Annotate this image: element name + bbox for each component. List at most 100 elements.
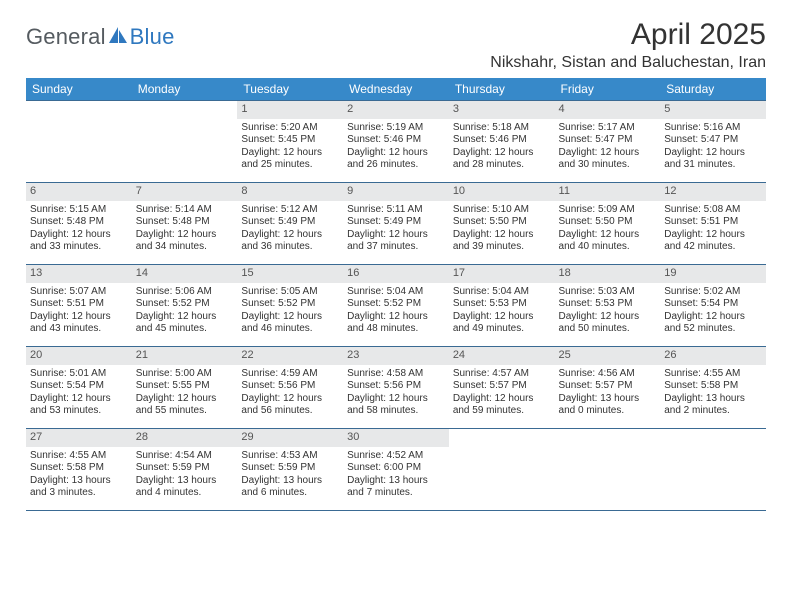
day-header: Thursday bbox=[449, 78, 555, 101]
calendar-cell-empty bbox=[660, 429, 766, 511]
day-number: 30 bbox=[343, 429, 449, 447]
calendar-cell: 11 Sunrise: 5:09 AMSunset: 5:50 PMDayligh… bbox=[555, 183, 661, 265]
calendar-row: 27 Sunrise: 4:55 AMSunset: 5:58 PMDayligh… bbox=[26, 429, 766, 511]
month-title: April 2025 bbox=[490, 18, 766, 52]
day-detail: Sunrise: 5:01 AMSunset: 5:54 PMDaylight:… bbox=[30, 368, 128, 418]
location-text: Nikshahr, Sistan and Baluchestan, Iran bbox=[490, 54, 766, 72]
day-detail: Sunrise: 5:03 AMSunset: 5:53 PMDaylight:… bbox=[559, 286, 657, 336]
calendar-cell: 4 Sunrise: 5:17 AMSunset: 5:47 PMDaylight… bbox=[555, 101, 661, 183]
calendar-cell-empty bbox=[555, 429, 661, 511]
day-number: 1 bbox=[237, 101, 343, 119]
day-number: 19 bbox=[660, 265, 766, 283]
day-detail: Sunrise: 4:54 AMSunset: 5:59 PMDaylight:… bbox=[136, 450, 234, 500]
calendar-cell: 9 Sunrise: 5:11 AMSunset: 5:49 PMDaylight… bbox=[343, 183, 449, 265]
day-header: Monday bbox=[132, 78, 238, 101]
day-number: 5 bbox=[660, 101, 766, 119]
calendar-row: 13Sunrise: 5:07 AMSunset: 5:51 PMDayligh… bbox=[26, 265, 766, 347]
day-detail: Sunrise: 4:58 AMSunset: 5:56 PMDaylight:… bbox=[347, 368, 445, 418]
day-detail: Sunrise: 5:04 AMSunset: 5:53 PMDaylight:… bbox=[453, 286, 551, 336]
calendar-row: 6Sunrise: 5:15 AMSunset: 5:48 PMDaylight… bbox=[26, 183, 766, 265]
calendar-cell: 6Sunrise: 5:15 AMSunset: 5:48 PMDaylight… bbox=[26, 183, 132, 265]
calendar-cell-empty bbox=[449, 429, 555, 511]
calendar-cell: 27 Sunrise: 4:55 AMSunset: 5:58 PMDayligh… bbox=[26, 429, 132, 511]
day-detail: Sunrise: 5:10 AMSunset: 5:50 PMDaylight:… bbox=[453, 204, 551, 254]
day-detail: Sunrise: 5:17 AMSunset: 5:47 PMDaylight:… bbox=[559, 122, 657, 172]
calendar-cell: 16 Sunrise: 5:04 AMSunset: 5:52 PMDayligh… bbox=[343, 265, 449, 347]
day-detail: Sunrise: 4:57 AMSunset: 5:57 PMDaylight:… bbox=[453, 368, 551, 418]
calendar-row: 1 Sunrise: 5:20 AMSunset: 5:45 PMDaylight… bbox=[26, 101, 766, 183]
day-detail: Sunrise: 5:18 AMSunset: 5:46 PMDaylight:… bbox=[453, 122, 551, 172]
day-detail: Sunrise: 5:20 AMSunset: 5:45 PMDaylight:… bbox=[241, 122, 339, 172]
day-number: 6 bbox=[26, 183, 132, 201]
calendar-cell: 19 Sunrise: 5:02 AMSunset: 5:54 PMDayligh… bbox=[660, 265, 766, 347]
calendar-cell: 13Sunrise: 5:07 AMSunset: 5:51 PMDayligh… bbox=[26, 265, 132, 347]
calendar-cell: 20Sunrise: 5:01 AMSunset: 5:54 PMDayligh… bbox=[26, 347, 132, 429]
title-block: April 2025 Nikshahr, Sistan and Baluches… bbox=[490, 18, 766, 72]
calendar-cell: 3 Sunrise: 5:18 AMSunset: 5:46 PMDaylight… bbox=[449, 101, 555, 183]
logo-text-blue: Blue bbox=[130, 24, 175, 50]
day-detail: Sunrise: 5:02 AMSunset: 5:54 PMDaylight:… bbox=[664, 286, 762, 336]
day-number: 15 bbox=[237, 265, 343, 283]
calendar-row: 20Sunrise: 5:01 AMSunset: 5:54 PMDayligh… bbox=[26, 347, 766, 429]
day-detail: Sunrise: 5:09 AMSunset: 5:50 PMDaylight:… bbox=[559, 204, 657, 254]
calendar-cell: 18Sunrise: 5:03 AMSunset: 5:53 PMDayligh… bbox=[555, 265, 661, 347]
day-number: 4 bbox=[555, 101, 661, 119]
day-number: 25 bbox=[555, 347, 661, 365]
day-detail: Sunrise: 5:11 AMSunset: 5:49 PMDaylight:… bbox=[347, 204, 445, 254]
day-number: 12 bbox=[660, 183, 766, 201]
day-number: 17 bbox=[449, 265, 555, 283]
day-number: 29 bbox=[237, 429, 343, 447]
calendar-cell: 26Sunrise: 4:55 AMSunset: 5:58 PMDayligh… bbox=[660, 347, 766, 429]
calendar-cell: 7Sunrise: 5:14 AMSunset: 5:48 PMDaylight… bbox=[132, 183, 238, 265]
day-header: Friday bbox=[555, 78, 661, 101]
calendar-cell: 21 Sunrise: 5:00 AMSunset: 5:55 PMDayligh… bbox=[132, 347, 238, 429]
day-number: 21 bbox=[132, 347, 238, 365]
day-number: 8 bbox=[237, 183, 343, 201]
calendar-cell: 25 Sunrise: 4:56 AMSunset: 5:57 PMDayligh… bbox=[555, 347, 661, 429]
calendar-cell: 24 Sunrise: 4:57 AMSunset: 5:57 PMDayligh… bbox=[449, 347, 555, 429]
sail-icon bbox=[107, 25, 129, 50]
day-number: 28 bbox=[132, 429, 238, 447]
calendar-cell: 23 Sunrise: 4:58 AMSunset: 5:56 PMDayligh… bbox=[343, 347, 449, 429]
calendar-cell: 17 Sunrise: 5:04 AMSunset: 5:53 PMDayligh… bbox=[449, 265, 555, 347]
logo: General Blue bbox=[26, 24, 175, 50]
day-number: 23 bbox=[343, 347, 449, 365]
day-detail: Sunrise: 5:04 AMSunset: 5:52 PMDaylight:… bbox=[347, 286, 445, 336]
day-detail: Sunrise: 4:52 AMSunset: 6:00 PMDaylight:… bbox=[347, 450, 445, 500]
day-detail: Sunrise: 4:53 AMSunset: 5:59 PMDaylight:… bbox=[241, 450, 339, 500]
day-header: Wednesday bbox=[343, 78, 449, 101]
day-detail: Sunrise: 5:08 AMSunset: 5:51 PMDaylight:… bbox=[664, 204, 762, 254]
day-number: 11 bbox=[555, 183, 661, 201]
day-header: Saturday bbox=[660, 78, 766, 101]
day-detail: Sunrise: 5:07 AMSunset: 5:51 PMDaylight:… bbox=[30, 286, 128, 336]
logo-text-general: General bbox=[26, 24, 106, 50]
header: General Blue April 2025 Nikshahr, Sistan… bbox=[26, 18, 766, 72]
day-detail: Sunrise: 5:14 AMSunset: 5:48 PMDaylight:… bbox=[136, 204, 234, 254]
day-number: 16 bbox=[343, 265, 449, 283]
calendar-cell: 28 Sunrise: 4:54 AMSunset: 5:59 PMDayligh… bbox=[132, 429, 238, 511]
day-detail: Sunrise: 5:00 AMSunset: 5:55 PMDaylight:… bbox=[136, 368, 234, 418]
calendar-cell-empty bbox=[132, 101, 238, 183]
day-detail: Sunrise: 5:16 AMSunset: 5:47 PMDaylight:… bbox=[664, 122, 762, 172]
day-number: 9 bbox=[343, 183, 449, 201]
day-number: 27 bbox=[26, 429, 132, 447]
day-detail: Sunrise: 4:55 AMSunset: 5:58 PMDaylight:… bbox=[30, 450, 128, 500]
day-detail: Sunrise: 5:19 AMSunset: 5:46 PMDaylight:… bbox=[347, 122, 445, 172]
calendar-cell: 15Sunrise: 5:05 AMSunset: 5:52 PMDayligh… bbox=[237, 265, 343, 347]
calendar-cell: 10 Sunrise: 5:10 AMSunset: 5:50 PMDayligh… bbox=[449, 183, 555, 265]
calendar-table: SundayMondayTuesdayWednesdayThursdayFrid… bbox=[26, 78, 766, 511]
calendar-cell: 12 Sunrise: 5:08 AMSunset: 5:51 PMDayligh… bbox=[660, 183, 766, 265]
calendar-cell: 14Sunrise: 5:06 AMSunset: 5:52 PMDayligh… bbox=[132, 265, 238, 347]
day-number: 3 bbox=[449, 101, 555, 119]
day-header-row: SundayMondayTuesdayWednesdayThursdayFrid… bbox=[26, 78, 766, 101]
day-detail: Sunrise: 4:56 AMSunset: 5:57 PMDaylight:… bbox=[559, 368, 657, 418]
day-detail: Sunrise: 5:12 AMSunset: 5:49 PMDaylight:… bbox=[241, 204, 339, 254]
day-detail: Sunrise: 5:06 AMSunset: 5:52 PMDaylight:… bbox=[136, 286, 234, 336]
calendar-cell: 2Sunrise: 5:19 AMSunset: 5:46 PMDaylight… bbox=[343, 101, 449, 183]
calendar-cell: 5 Sunrise: 5:16 AMSunset: 5:47 PMDaylight… bbox=[660, 101, 766, 183]
day-detail: Sunrise: 4:59 AMSunset: 5:56 PMDaylight:… bbox=[241, 368, 339, 418]
day-number: 24 bbox=[449, 347, 555, 365]
day-number: 10 bbox=[449, 183, 555, 201]
calendar-cell: 29 Sunrise: 4:53 AMSunset: 5:59 PMDayligh… bbox=[237, 429, 343, 511]
calendar-cell: 22Sunrise: 4:59 AMSunset: 5:56 PMDayligh… bbox=[237, 347, 343, 429]
